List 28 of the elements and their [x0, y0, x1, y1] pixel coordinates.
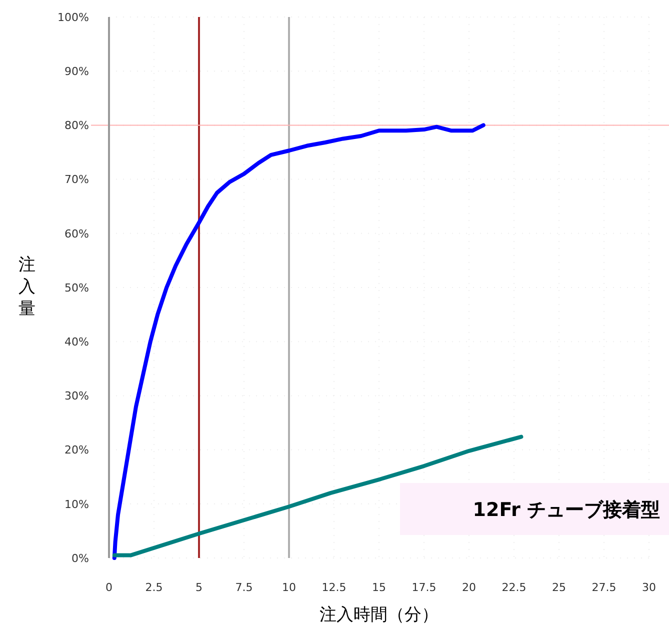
x-tick-label: 27.5 — [592, 581, 616, 594]
y-tick-label: 60% — [64, 227, 89, 240]
x-tick-label: 20 — [462, 581, 476, 594]
annotation: 12Fr チューブ接着型 — [472, 499, 660, 521]
x-tick-label: 30 — [642, 581, 656, 594]
x-tick-label: 22.5 — [502, 581, 526, 594]
x-tick-label: 2.5 — [145, 581, 163, 594]
y-tick-label: 70% — [64, 173, 89, 186]
y-tick-label: 50% — [64, 281, 89, 294]
x-tick-label: 5 — [196, 581, 202, 594]
y-tick-label: 10% — [64, 498, 89, 511]
y-tick-label: 20% — [64, 444, 89, 457]
x-tick-label: 12.5 — [322, 581, 346, 594]
x-tick-label: 0 — [106, 581, 112, 594]
line-series — [112, 434, 524, 558]
y-axis-title: 注入量 — [18, 255, 36, 319]
x-tick-label: 15 — [372, 581, 386, 594]
x-tick-label: 10 — [282, 581, 296, 594]
x-axis-title: 注入時間（分） — [320, 605, 438, 625]
y-tick-label: 30% — [64, 390, 89, 403]
y-tick-label: 100% — [58, 10, 89, 24]
x-tick-label: 7.5 — [235, 581, 253, 594]
x-tick-label: 17.5 — [412, 581, 436, 594]
x-tick-label: 25 — [552, 581, 566, 594]
y-tick-label: 0% — [72, 552, 89, 565]
y-tick-label: 80% — [64, 119, 89, 132]
y-tick-label: 40% — [64, 335, 89, 348]
y-tick-label: 90% — [64, 64, 89, 78]
